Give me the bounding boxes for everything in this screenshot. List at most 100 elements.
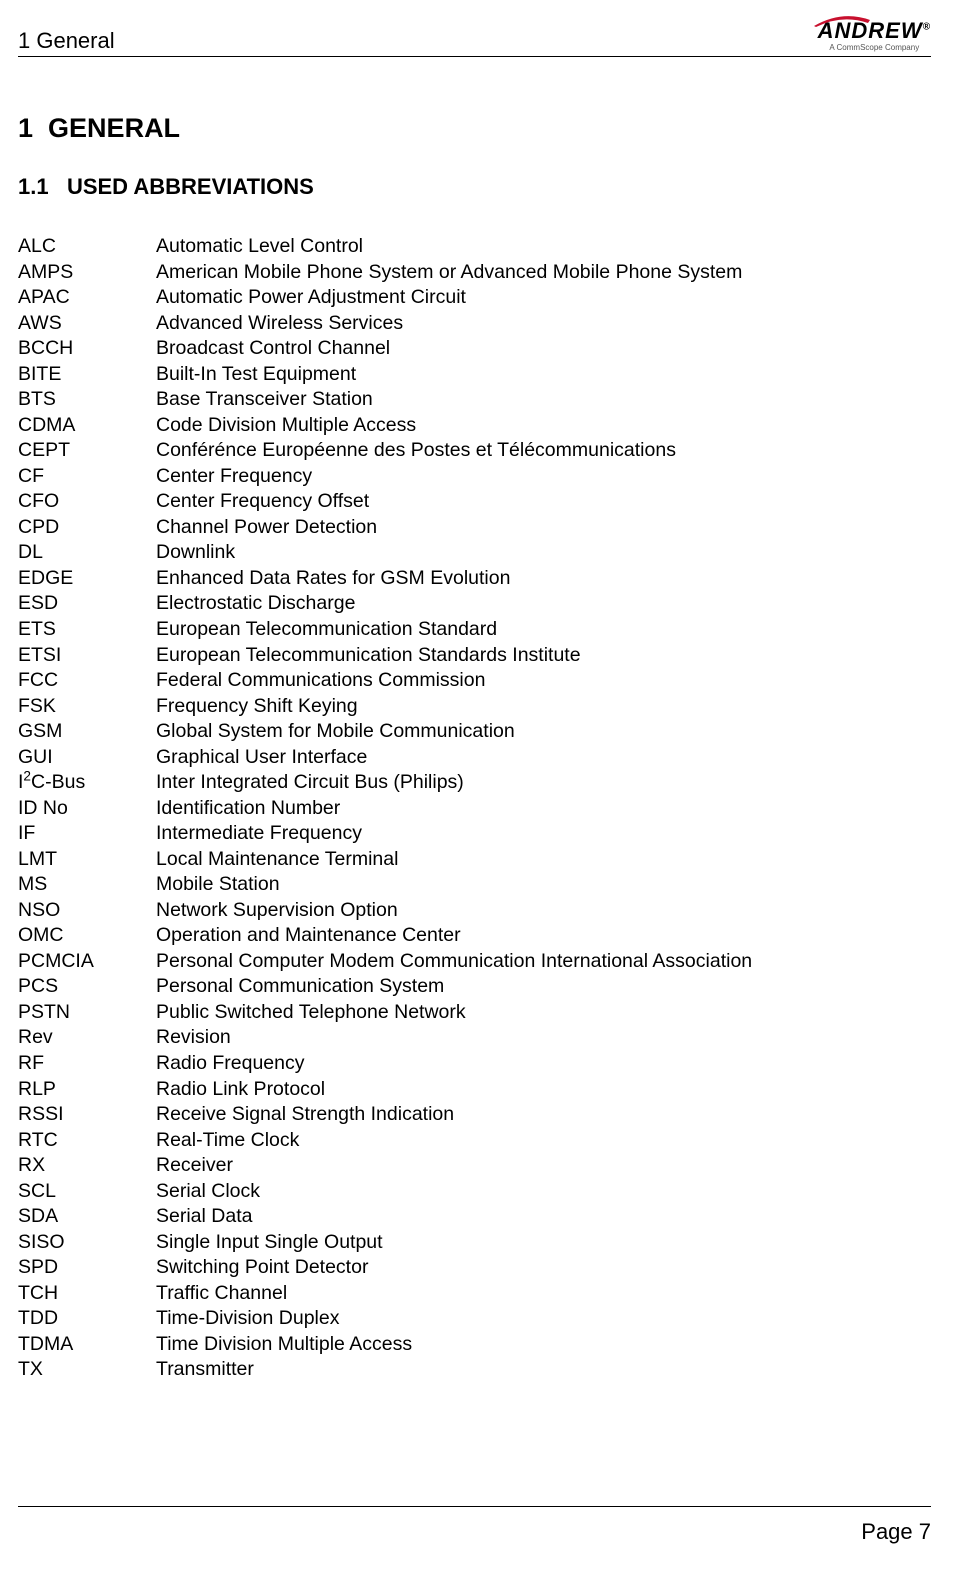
abbr-key: CEPT xyxy=(18,438,156,464)
abbr-key: OMC xyxy=(18,923,156,949)
abbr-key: RTC xyxy=(18,1128,156,1154)
abbr-row: EDGEEnhanced Data Rates for GSM Evolutio… xyxy=(18,566,931,592)
abbr-key: BITE xyxy=(18,362,156,388)
abbr-value: Automatic Level Control xyxy=(156,234,931,260)
abbr-row: ETSEuropean Telecommunication Standard xyxy=(18,617,931,643)
abbr-row: CDMACode Division Multiple Access xyxy=(18,413,931,439)
abbr-value: Time-Division Duplex xyxy=(156,1306,931,1332)
abbr-row: TXTransmitter xyxy=(18,1357,931,1383)
abbr-row: RFRadio Frequency xyxy=(18,1051,931,1077)
abbr-value: Frequency Shift Keying xyxy=(156,694,931,720)
abbr-value: Global System for Mobile Communication xyxy=(156,719,931,745)
abbr-value: Center Frequency Offset xyxy=(156,489,931,515)
abbr-row: LMTLocal Maintenance Terminal xyxy=(18,847,931,873)
abbr-value: Single Input Single Output xyxy=(156,1230,931,1256)
abbr-key: SPD xyxy=(18,1255,156,1281)
abbr-key: RF xyxy=(18,1051,156,1077)
abbr-row: PSTNPublic Switched Telephone Network xyxy=(18,1000,931,1026)
abbr-value: Code Division Multiple Access xyxy=(156,413,931,439)
abbr-value: Center Frequency xyxy=(156,464,931,490)
abbr-key: ETS xyxy=(18,617,156,643)
abbr-key: AMPS xyxy=(18,260,156,286)
abbr-row: AWSAdvanced Wireless Services xyxy=(18,311,931,337)
abbr-row: FSKFrequency Shift Keying xyxy=(18,694,931,720)
abbr-value: Transmitter xyxy=(156,1357,931,1383)
abbr-value: Built-In Test Equipment xyxy=(156,362,931,388)
abbr-key: Rev xyxy=(18,1025,156,1051)
abbr-row: CEPTConférénce Européenne des Postes et … xyxy=(18,438,931,464)
brand-reg-mark: ® xyxy=(923,22,931,33)
abbr-value: Serial Data xyxy=(156,1204,931,1230)
abbr-key: NSO xyxy=(18,898,156,924)
abbr-key: SCL xyxy=(18,1179,156,1205)
abbr-row: TDDTime-Division Duplex xyxy=(18,1306,931,1332)
abbr-value: Broadcast Control Channel xyxy=(156,336,931,362)
abbr-value: Personal Computer Modem Communication In… xyxy=(156,949,931,975)
abbr-key: BCCH xyxy=(18,336,156,362)
abbr-row: CPDChannel Power Detection xyxy=(18,515,931,541)
abbr-value: European Telecommunication Standards Ins… xyxy=(156,643,931,669)
abbr-row: SCLSerial Clock xyxy=(18,1179,931,1205)
abbr-key: APAC xyxy=(18,285,156,311)
abbr-row: TCHTraffic Channel xyxy=(18,1281,931,1307)
abbr-key: SDA xyxy=(18,1204,156,1230)
abbr-key: PCMCIA xyxy=(18,949,156,975)
abbr-value: Network Supervision Option xyxy=(156,898,931,924)
abbr-row: ETSIEuropean Telecommunication Standards… xyxy=(18,643,931,669)
abbr-row: OMCOperation and Maintenance Center xyxy=(18,923,931,949)
abbr-row: PCSPersonal Communication System xyxy=(18,974,931,1000)
abbr-value: Serial Clock xyxy=(156,1179,931,1205)
abbr-row: IFIntermediate Frequency xyxy=(18,821,931,847)
section-number: 1 xyxy=(18,113,33,143)
abbr-key: FCC xyxy=(18,668,156,694)
abbr-key: TX xyxy=(18,1357,156,1383)
abbr-key: SISO xyxy=(18,1230,156,1256)
page-number: Page 7 xyxy=(861,1519,931,1544)
abbr-key: GUI xyxy=(18,745,156,771)
abbr-key: ESD xyxy=(18,591,156,617)
section-title: 1 GENERAL xyxy=(18,113,931,144)
abbreviations-list: ALCAutomatic Level ControlAMPSAmerican M… xyxy=(18,234,931,1383)
abbr-key: PSTN xyxy=(18,1000,156,1026)
abbr-value: Graphical User Interface xyxy=(156,745,931,771)
subsection-title: 1.1 USED ABBREVIATIONS xyxy=(18,174,931,200)
abbr-value: Advanced Wireless Services xyxy=(156,311,931,337)
abbr-value: Identification Number xyxy=(156,796,931,822)
abbr-row: BITEBuilt-In Test Equipment xyxy=(18,362,931,388)
brand-logo-text: ANDREW® xyxy=(818,20,931,42)
abbr-row: TDMATime Division Multiple Access xyxy=(18,1332,931,1358)
abbr-row: SPDSwitching Point Detector xyxy=(18,1255,931,1281)
abbr-value: Enhanced Data Rates for GSM Evolution xyxy=(156,566,931,592)
header-section-label: 1 General xyxy=(18,28,115,54)
abbr-value: American Mobile Phone System or Advanced… xyxy=(156,260,931,286)
abbr-key: DL xyxy=(18,540,156,566)
abbr-row: ESDElectrostatic Discharge xyxy=(18,591,931,617)
abbr-value: Local Maintenance Terminal xyxy=(156,847,931,873)
abbr-key: RLP xyxy=(18,1077,156,1103)
abbr-key: MS xyxy=(18,872,156,898)
abbr-value: Switching Point Detector xyxy=(156,1255,931,1281)
abbr-value: Real-Time Clock xyxy=(156,1128,931,1154)
subsection-text: USED ABBREVIATIONS xyxy=(67,174,314,199)
abbr-row: SISOSingle Input Single Output xyxy=(18,1230,931,1256)
abbr-key: TDMA xyxy=(18,1332,156,1358)
abbr-value: Receive Signal Strength Indication xyxy=(156,1102,931,1128)
abbr-key: ID No xyxy=(18,796,156,822)
abbr-row: BTSBase Transceiver Station xyxy=(18,387,931,413)
abbr-value: Revision xyxy=(156,1025,931,1051)
abbr-key: LMT xyxy=(18,847,156,873)
abbr-value: Radio Frequency xyxy=(156,1051,931,1077)
abbr-row: SDASerial Data xyxy=(18,1204,931,1230)
abbr-value: Inter Integrated Circuit Bus (Philips) xyxy=(156,770,931,796)
abbr-key: CFO xyxy=(18,489,156,515)
abbr-key: TCH xyxy=(18,1281,156,1307)
abbr-row: RXReceiver xyxy=(18,1153,931,1179)
abbr-row: ALCAutomatic Level Control xyxy=(18,234,931,260)
abbr-value: Downlink xyxy=(156,540,931,566)
abbr-row: NSONetwork Supervision Option xyxy=(18,898,931,924)
abbr-value: Public Switched Telephone Network xyxy=(156,1000,931,1026)
abbr-row: CFOCenter Frequency Offset xyxy=(18,489,931,515)
abbr-value: Mobile Station xyxy=(156,872,931,898)
abbr-value: Personal Communication System xyxy=(156,974,931,1000)
abbr-row: GUIGraphical User Interface xyxy=(18,745,931,771)
